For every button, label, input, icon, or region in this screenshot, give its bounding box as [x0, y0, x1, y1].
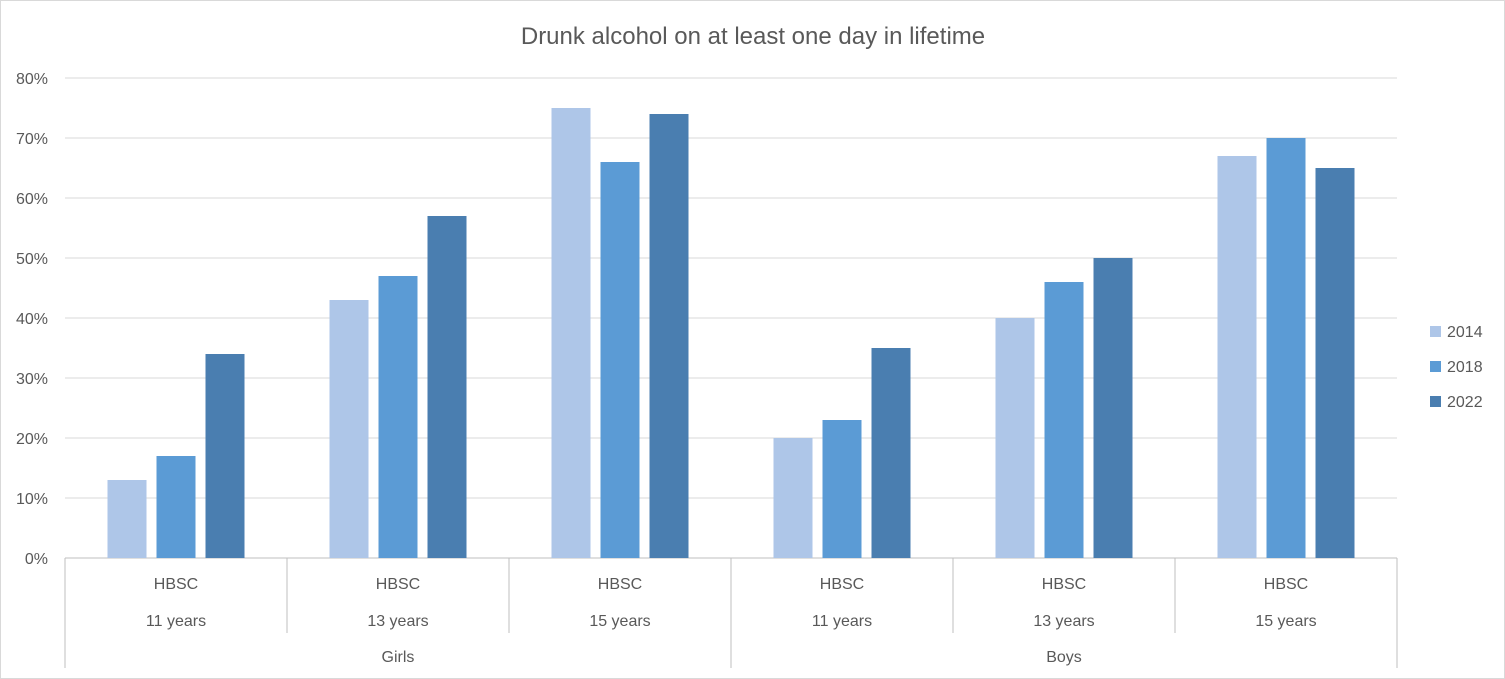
chart-title: Drunk alcohol on at least one day in lif… [521, 23, 985, 50]
bar-2022 [427, 216, 467, 558]
bar-2014 [995, 318, 1035, 558]
legend-label: 2018 [1447, 359, 1483, 376]
y-axis-ticks: 0% 10% 20% 30% 40% 50% 60% 70% 80% [16, 71, 48, 568]
bar-2022 [205, 354, 245, 558]
legend-swatch [1430, 361, 1441, 372]
bar-2014 [773, 438, 813, 558]
legend: 2014 2018 2022 [1430, 324, 1483, 411]
bars [107, 108, 1355, 558]
x-source-label: HBSC [376, 576, 420, 593]
bar-2022 [871, 348, 911, 558]
y-tick-label: 0% [25, 551, 48, 568]
bar-2014 [1217, 156, 1257, 558]
bar-2018 [156, 456, 196, 558]
bar-2014 [551, 108, 591, 558]
x-age-label: 15 years [1255, 613, 1316, 630]
bar-2018 [378, 276, 418, 558]
bar-2018 [1044, 282, 1084, 558]
x-source-label: HBSC [1042, 576, 1086, 593]
gridlines [65, 77, 1397, 559]
bar-2022 [1093, 258, 1133, 558]
y-tick-label: 10% [16, 491, 48, 508]
x-source-label: HBSC [1264, 576, 1308, 593]
y-tick-label: 40% [16, 311, 48, 328]
x-source-label: HBSC [598, 576, 642, 593]
x-age-label: 13 years [1033, 613, 1094, 630]
y-tick-label: 30% [16, 371, 48, 388]
bar-2022 [649, 114, 689, 558]
legend-swatch [1430, 396, 1441, 407]
bar-2018 [1266, 138, 1306, 558]
y-tick-label: 50% [16, 251, 48, 268]
x-source-label: HBSC [820, 576, 864, 593]
bar-2018 [822, 420, 862, 558]
x-axis: HBSC HBSC HBSC HBSC HBSC HBSC 11 years 13 years… [64, 558, 1398, 668]
legend-swatch [1430, 326, 1441, 337]
x-gender-label: Boys [1046, 649, 1082, 666]
y-tick-label: 60% [16, 191, 48, 208]
y-tick-label: 70% [16, 131, 48, 148]
bar-2022 [1315, 168, 1355, 558]
x-age-label: 13 years [367, 613, 428, 630]
x-gender-label: Girls [382, 649, 415, 666]
bar-2018 [600, 162, 640, 558]
y-tick-label: 20% [16, 431, 48, 448]
x-age-label: 11 years [812, 613, 872, 630]
bar-2014 [329, 300, 369, 558]
x-source-label: HBSC [154, 576, 198, 593]
legend-label: 2014 [1447, 324, 1483, 341]
bar-2014 [107, 480, 147, 558]
y-tick-label: 80% [16, 71, 48, 88]
x-age-label: 15 years [589, 613, 650, 630]
x-age-label: 11 years [146, 613, 206, 630]
legend-label: 2022 [1447, 394, 1483, 411]
